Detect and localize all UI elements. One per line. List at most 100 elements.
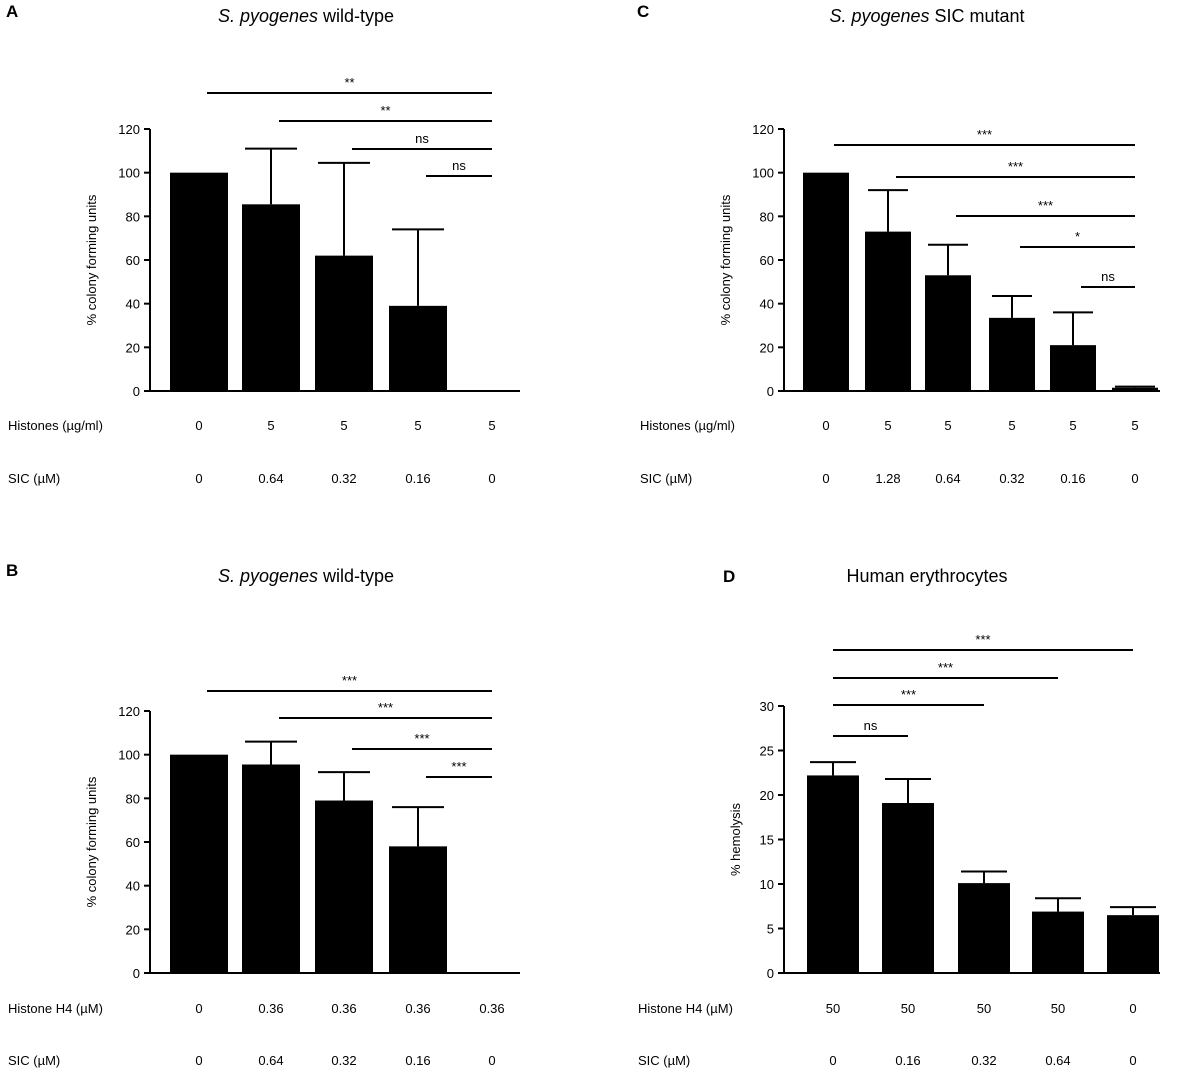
significance-label: ns bbox=[452, 158, 466, 173]
row-value: 0 bbox=[195, 471, 202, 486]
y-tick-label: 100 bbox=[118, 166, 140, 181]
row-value: 0 bbox=[488, 1053, 495, 1068]
row-value: 0.64 bbox=[935, 471, 960, 486]
row-value: 50 bbox=[826, 1001, 840, 1016]
row-value: 0 bbox=[195, 1053, 202, 1068]
row-value: 0.16 bbox=[405, 1053, 430, 1068]
bar bbox=[807, 775, 859, 973]
chart-title: S. pyogenes wild-type bbox=[218, 6, 394, 26]
y-tick-label: 0 bbox=[767, 384, 774, 399]
y-tick-label: 60 bbox=[760, 253, 774, 268]
y-tick-label: 0 bbox=[133, 966, 140, 981]
significance-label: *** bbox=[1038, 198, 1053, 213]
row-label: Histones (µg/ml) bbox=[640, 418, 735, 433]
panel-c: C S. pyogenes SIC mutant 0 20 40 60 80 100 120 % … bbox=[637, 2, 1160, 486]
y-tick-label: 25 bbox=[760, 744, 774, 759]
bar bbox=[958, 883, 1010, 973]
row-value: 0.36 bbox=[479, 1001, 504, 1016]
y-axis-label: % hemolysis bbox=[728, 803, 743, 876]
significance-label: *** bbox=[938, 660, 953, 675]
significance-label: ** bbox=[344, 75, 354, 90]
y-tick-label: 20 bbox=[760, 788, 774, 803]
panel-letter: C bbox=[637, 2, 649, 21]
y-tick-label: 20 bbox=[126, 340, 140, 355]
panel-d: D Human erythrocytes 0 5 10 15 20 25 30 % hemolys… bbox=[638, 566, 1160, 1068]
row-value: 5 bbox=[944, 418, 951, 433]
row-label: SIC (µM) bbox=[8, 1053, 60, 1068]
bar bbox=[389, 846, 447, 973]
row-value: 0.32 bbox=[331, 1053, 356, 1068]
bar bbox=[1112, 387, 1158, 391]
row-value: 0 bbox=[1129, 1053, 1136, 1068]
y-axis-label: % colony forming units bbox=[718, 194, 733, 325]
significance-label: ns bbox=[415, 131, 429, 146]
bar bbox=[170, 172, 228, 391]
row-value: 5 bbox=[1008, 418, 1015, 433]
title-text: Human erythrocytes bbox=[846, 566, 1007, 586]
y-tick-label: 120 bbox=[118, 704, 140, 719]
row-label: SIC (µM) bbox=[8, 471, 60, 486]
chart-title: S. pyogenes SIC mutant bbox=[829, 6, 1024, 26]
row-label: Histone H4 (µM) bbox=[8, 1001, 103, 1016]
bar bbox=[170, 754, 228, 973]
row-value: 5 bbox=[267, 418, 274, 433]
bar bbox=[925, 275, 971, 391]
significance-label: *** bbox=[1008, 159, 1023, 174]
row-value: 0 bbox=[829, 1053, 836, 1068]
row-value: 0 bbox=[1129, 1001, 1136, 1016]
bar bbox=[882, 803, 934, 973]
row-value: 0.16 bbox=[895, 1053, 920, 1068]
row-value: 50 bbox=[901, 1001, 915, 1016]
y-tick-label: 80 bbox=[126, 209, 140, 224]
bar bbox=[1032, 911, 1084, 973]
row-value: 0.32 bbox=[331, 471, 356, 486]
row-value: 5 bbox=[1131, 418, 1138, 433]
row-value: 0.36 bbox=[258, 1001, 283, 1016]
significance-label: *** bbox=[451, 759, 466, 774]
row-value: 0.64 bbox=[1045, 1053, 1070, 1068]
row-value: 0.32 bbox=[999, 471, 1024, 486]
row-value: 0 bbox=[822, 418, 829, 433]
row-value: 0 bbox=[822, 471, 829, 486]
row-value: 5 bbox=[488, 418, 495, 433]
bar bbox=[315, 255, 373, 391]
bar bbox=[1107, 915, 1159, 973]
y-tick-label: 80 bbox=[760, 209, 774, 224]
row-value: 5 bbox=[414, 418, 421, 433]
y-tick-label: 5 bbox=[767, 922, 774, 937]
y-axis-label: % colony forming units bbox=[84, 194, 99, 325]
panel-letter: A bbox=[6, 2, 18, 21]
bar bbox=[315, 800, 373, 973]
y-tick-label: 20 bbox=[760, 340, 774, 355]
panel-letter: D bbox=[723, 567, 735, 586]
row-value: 0.32 bbox=[971, 1053, 996, 1068]
title-species: S. pyogenes bbox=[829, 6, 929, 26]
bar bbox=[803, 172, 849, 391]
y-tick-label: 100 bbox=[752, 166, 774, 181]
title-text: SIC mutant bbox=[930, 6, 1025, 26]
significance-label: ns bbox=[1101, 269, 1115, 284]
row-value: 50 bbox=[977, 1001, 991, 1016]
y-tick-label: 0 bbox=[767, 966, 774, 981]
significance-label: *** bbox=[977, 127, 992, 142]
panel-letter: B bbox=[6, 561, 18, 580]
row-value: 0.16 bbox=[1060, 471, 1085, 486]
y-tick-label: 120 bbox=[752, 122, 774, 137]
significance-label: *** bbox=[901, 687, 916, 702]
chart-title: S. pyogenes wild-type bbox=[218, 566, 394, 586]
row-value: 1.28 bbox=[875, 471, 900, 486]
row-value: 0.64 bbox=[258, 471, 283, 486]
bar bbox=[242, 204, 300, 391]
row-value: 0 bbox=[195, 418, 202, 433]
row-value: 0.16 bbox=[405, 471, 430, 486]
y-tick-label: 40 bbox=[126, 297, 140, 312]
y-tick-label: 60 bbox=[126, 835, 140, 850]
panel-a: A S. pyogenes wild-type 0 20 40 60 80 100 120 % c… bbox=[6, 2, 520, 486]
row-label: Histones (µg/ml) bbox=[8, 418, 103, 433]
row-value: 50 bbox=[1051, 1001, 1065, 1016]
significance-label: *** bbox=[414, 731, 429, 746]
y-tick-label: 100 bbox=[118, 748, 140, 763]
significance-label: *** bbox=[378, 700, 393, 715]
title-text: wild-type bbox=[318, 6, 394, 26]
